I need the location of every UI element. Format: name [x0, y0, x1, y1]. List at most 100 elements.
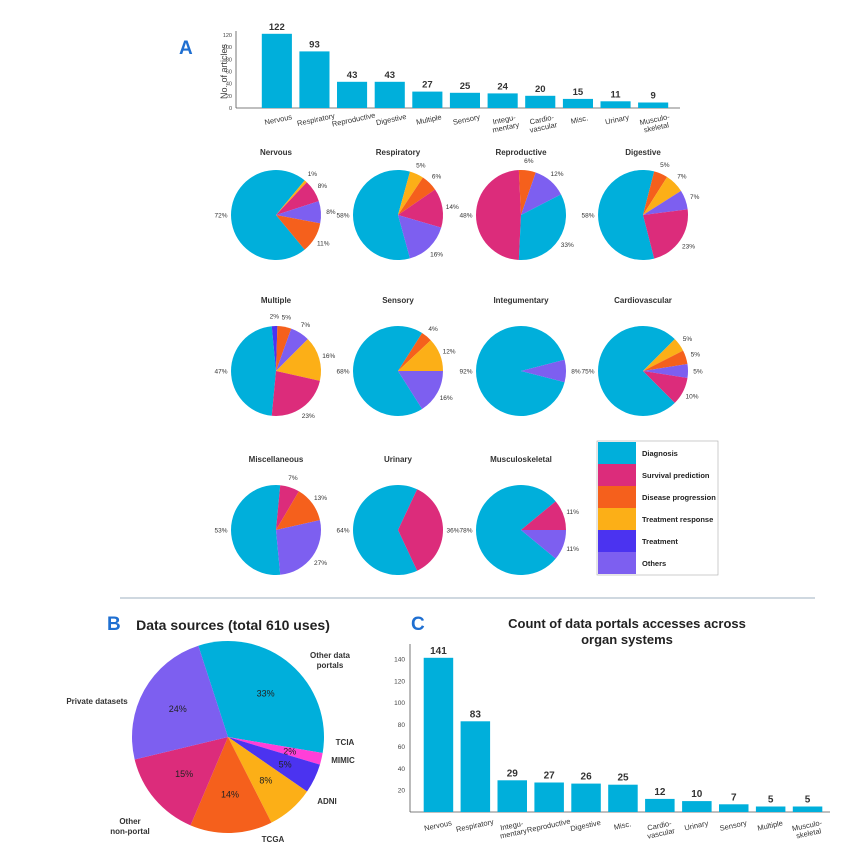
pie-slice-label: 12% [443, 348, 456, 355]
pie-slice [475, 485, 556, 575]
a-bar [261, 33, 292, 108]
pie-slice [398, 215, 442, 259]
a-y-tick: 0 [229, 106, 232, 112]
a-x-tick: Nervous [264, 112, 293, 127]
pie-slice [521, 172, 561, 215]
pie-slice-label: 75% [581, 369, 594, 376]
b-slice-name: TCIA [336, 738, 355, 747]
pie-integumentary: Integumentary 92% 8% [459, 296, 581, 416]
pie-slice-label: 16% [322, 353, 335, 360]
pie-slice [230, 485, 281, 575]
c-y-tick: 140 [394, 656, 405, 663]
c-bar-value: 83 [470, 709, 482, 720]
pie-title: Nervous [260, 148, 293, 157]
c-y-tick: 40 [398, 766, 406, 773]
pie-slice-label: 7% [301, 322, 311, 329]
c-x-tick: Reproductive [526, 817, 571, 835]
pie-slice [643, 363, 689, 379]
pie-slice-label: 47% [214, 369, 227, 376]
b-slice-name: Private datasets [66, 697, 128, 706]
c-x-tick: Nervous [423, 818, 452, 833]
c-bar [645, 798, 675, 812]
a-bar-value: 93 [309, 39, 320, 50]
a-x-tick: Musculo-skeletal [639, 112, 673, 135]
pie-slice-label: 11% [317, 241, 330, 248]
pie-slice [398, 489, 444, 571]
b-slice [190, 737, 272, 833]
legend-label: Diagnosis [642, 449, 678, 458]
a-bar [412, 91, 443, 108]
c-x-tick: Cardio-vascular [645, 818, 676, 841]
pie-slice-label: 48% [459, 213, 472, 220]
pie-respiratory: Respiratory 58% 5% 6% 14% 16% [336, 148, 459, 260]
pie-slice [521, 501, 566, 530]
pie-slice-label: 5% [693, 369, 703, 376]
b-slice-pct: 15% [175, 769, 193, 779]
c-bar [792, 806, 823, 812]
pie-slice [276, 215, 321, 250]
a-x-tick: Cardio-vascular [527, 112, 558, 135]
pie-slice [398, 171, 423, 215]
a-bar [638, 102, 669, 108]
b-slice [198, 640, 325, 754]
c-bar [719, 804, 749, 812]
pie-slice [398, 340, 443, 371]
b-slice-pct: 33% [257, 688, 275, 698]
pie-slice-label: 4% [428, 326, 438, 333]
pie-slice-label: 11% [566, 546, 579, 553]
pie-title: Urinary [384, 455, 413, 464]
c-bar-value: 7 [731, 792, 737, 803]
a-x-tick: Urinary [604, 113, 630, 127]
a-bar [525, 95, 556, 108]
pie-title: Multiple [261, 296, 292, 305]
c-bar-value: 25 [617, 773, 629, 784]
pie-slice [518, 169, 536, 215]
pie-slice-label: 14% [446, 204, 459, 211]
pie-digestive: Digestive 58% 5% 7% 7% 23% [581, 148, 700, 260]
pie-title: Digestive [625, 148, 661, 157]
b-slice-name: TCGA [262, 835, 285, 844]
pie-slice [276, 491, 320, 530]
b-slice [228, 737, 308, 823]
c-bar-value: 12 [654, 787, 666, 798]
pie-slice [276, 326, 292, 371]
pie-slice [353, 485, 418, 575]
legend-swatch [598, 508, 636, 530]
a-bar-value: 24 [497, 81, 508, 92]
pie-slice [276, 485, 299, 530]
pie-slice-label: 5% [282, 315, 292, 322]
pie-title: Musculoskeletal [490, 455, 552, 464]
b-slice-name: Other non-portal [110, 817, 150, 836]
pie-legend: Diagnosis Survival prediction Disease prog… [596, 440, 719, 576]
a-x-tick: Respiratory [296, 111, 336, 128]
a-bar-value: 122 [269, 22, 285, 33]
pie-slice [398, 333, 431, 371]
pie-title: Integumentary [493, 296, 549, 305]
panel-label-a: A [179, 38, 193, 59]
c-bar [423, 657, 454, 812]
pie-slice [398, 177, 436, 215]
pie-slice [643, 171, 668, 215]
pie-slice [276, 328, 308, 371]
a-y-tick: 60 [226, 70, 232, 76]
pie-slice [643, 339, 684, 371]
a-bar [337, 81, 368, 108]
pie-slice-label: 58% [336, 213, 349, 220]
c-x-tick: Urinary [684, 819, 710, 833]
pie-slice [398, 189, 444, 228]
a-bar-value: 43 [384, 70, 395, 81]
pie-slice [276, 180, 307, 215]
a-bar-value: 27 [422, 80, 433, 91]
panel-label-c: C [411, 614, 425, 635]
a-y-tick: 40 [226, 82, 232, 88]
pie-title: Reproductive [495, 148, 547, 157]
a-x-tick: Sensory [452, 112, 481, 127]
pie-slice [271, 325, 278, 371]
c-bar [460, 721, 491, 812]
a-bar [374, 81, 405, 108]
b-slice-pct: 24% [169, 704, 187, 714]
pie-slice-label: 7% [690, 194, 700, 201]
pie-slice-label: 5% [683, 336, 693, 343]
a-bar-value: 20 [535, 84, 546, 95]
pie-slice-label: 6% [432, 173, 442, 180]
